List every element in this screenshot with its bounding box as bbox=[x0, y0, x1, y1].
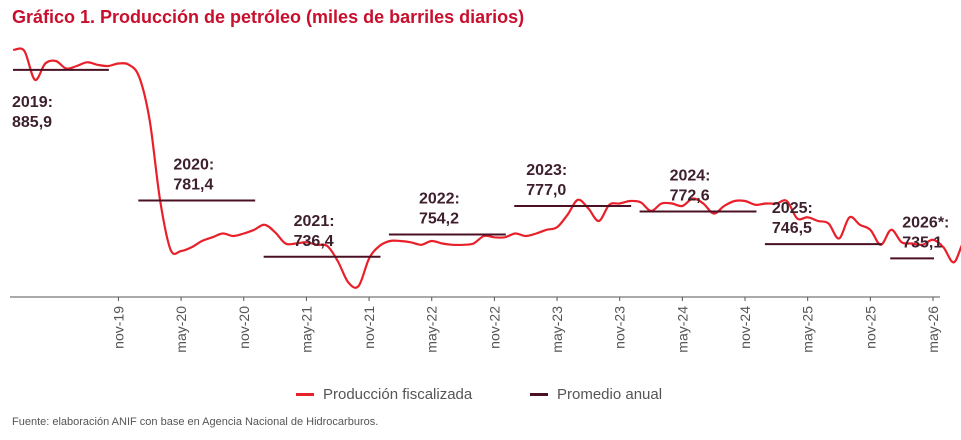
annual-average-value: 754,2 bbox=[419, 211, 459, 228]
x-tick-label: may-21 bbox=[298, 306, 314, 353]
annual-average-year: 2021: bbox=[294, 213, 335, 230]
legend-label-average: Promedio anual bbox=[557, 386, 663, 403]
legend-item-production: Producción fiscalizada bbox=[296, 386, 472, 403]
annual-average-year: 2019: bbox=[12, 94, 53, 111]
source-note: Fuente: elaboración ANIF con base en Age… bbox=[12, 416, 379, 428]
annual-average-year: 2020: bbox=[173, 157, 214, 174]
x-tick-label: nov-23 bbox=[612, 306, 628, 349]
production-series bbox=[12, 47, 961, 289]
annual-average-value: 735,1 bbox=[902, 234, 942, 251]
x-tick-label: nov-20 bbox=[236, 306, 252, 349]
annual-average-value: 885,9 bbox=[12, 114, 52, 131]
legend-swatch-average bbox=[530, 393, 548, 396]
annual-average-year: 2025: bbox=[772, 200, 813, 217]
annual-average-year: 2022: bbox=[419, 191, 460, 208]
x-tick-label: nov-22 bbox=[486, 306, 502, 349]
legend-label-production: Producción fiscalizada bbox=[323, 386, 473, 403]
chart-title: Gráfico 1. Producción de petróleo (miles… bbox=[12, 7, 525, 27]
x-tick-label: may-25 bbox=[800, 306, 816, 353]
legend-item-average: Promedio anual bbox=[530, 386, 662, 403]
x-tick-label: may-22 bbox=[424, 306, 440, 353]
x-tick-label: may-24 bbox=[674, 306, 690, 353]
annual-average-value: 746,5 bbox=[772, 220, 812, 237]
x-tick-label: may-20 bbox=[173, 306, 189, 353]
annual-average-value: 777,0 bbox=[526, 182, 566, 199]
x-tick-labels: nov-19 may-20 nov-20 may-21 nov-21 may-22 nov-… bbox=[110, 297, 941, 353]
x-tick-label: may-23 bbox=[549, 306, 565, 353]
legend-swatch-production bbox=[296, 393, 314, 396]
annual-average-value: 772,6 bbox=[670, 188, 710, 205]
annual-average-series: 2019: 885,9 2020: 781,4 2021: 736,4 2022: 754,2… bbox=[12, 68, 949, 260]
legend: Producción fiscalizada Promedio anual bbox=[0, 386, 961, 408]
x-tick-label: may-26 bbox=[925, 306, 941, 353]
x-tick-label: nov-19 bbox=[110, 306, 126, 349]
annual-average-year: 2023: bbox=[526, 162, 567, 179]
x-tick-label: nov-24 bbox=[737, 306, 753, 349]
annual-average-value: 736,4 bbox=[294, 233, 334, 250]
x-tick-label: nov-25 bbox=[862, 306, 878, 349]
x-tick-label: nov-21 bbox=[361, 306, 377, 349]
annual-average-year: 2026*: bbox=[902, 214, 949, 231]
annual-average-year: 2024: bbox=[670, 168, 711, 185]
production-line bbox=[12, 47, 961, 289]
annual-average-value: 781,4 bbox=[173, 177, 213, 194]
